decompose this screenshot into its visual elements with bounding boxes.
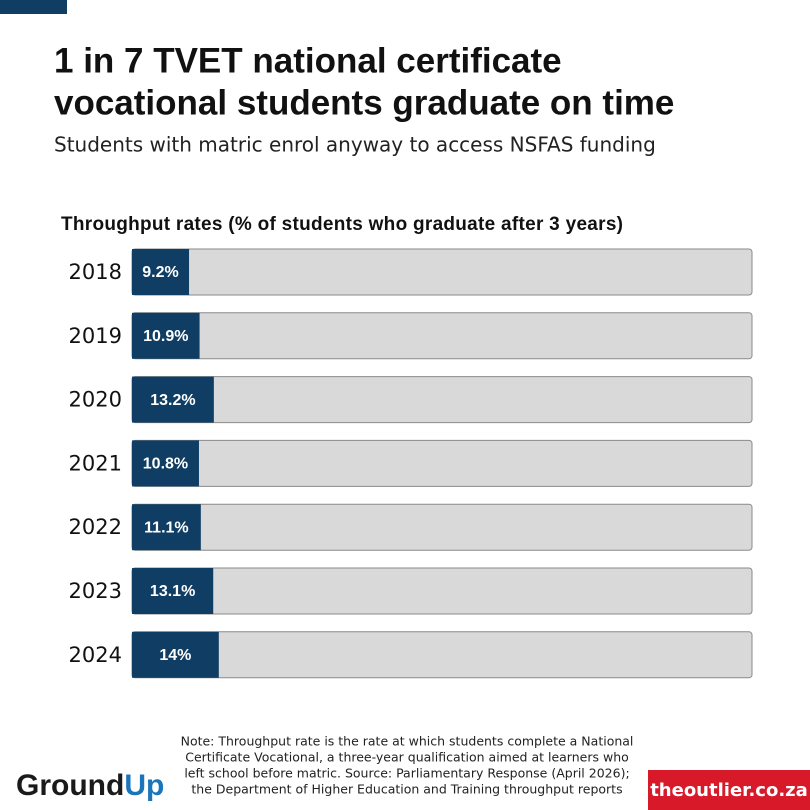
logo-box	[648, 770, 810, 810]
value-label: 11.1%	[144, 519, 188, 536]
y-tick-label: 2018	[69, 260, 122, 284]
value-label: 10.9%	[143, 328, 188, 345]
value-label: 13.1%	[150, 583, 195, 600]
y-tick-label: 2021	[69, 451, 122, 475]
y-tick-label: 2019	[69, 324, 122, 348]
value-label: 10.8%	[143, 456, 188, 473]
logo: theoutlier.co.za	[650, 780, 808, 801]
bar	[132, 249, 190, 295]
logo-part: Up	[124, 769, 164, 802]
bar-track	[131, 248, 753, 296]
y-tick-label: 2022	[69, 515, 122, 539]
bar	[132, 504, 201, 551]
bar-track	[131, 503, 753, 551]
logo-part: Ground	[16, 769, 124, 802]
bar	[132, 631, 219, 678]
bar	[132, 312, 200, 359]
bar-track	[131, 376, 753, 424]
y-tick-label: 2023	[69, 579, 122, 603]
value-label: 9.2%	[142, 264, 178, 281]
bar-track	[131, 567, 753, 615]
bar	[132, 568, 214, 614]
bar	[132, 440, 199, 487]
note-line: the Department of Higher Education and T…	[191, 782, 622, 797]
bar	[132, 376, 214, 423]
y-tick-label: 2020	[69, 388, 122, 412]
note-line: Note: Throughput rate is the rate at whi…	[181, 734, 634, 749]
note-line: Certificate Vocational, a three-year qua…	[185, 750, 629, 765]
axis-label: Throughput rates (% of students who grad…	[61, 214, 623, 235]
logo: GroundUp	[16, 769, 164, 802]
bar-track	[131, 312, 753, 360]
value-label: 13.2%	[150, 392, 195, 409]
chart-title: 1 in 7 TVET national certificate	[54, 41, 562, 80]
bar-track	[131, 439, 753, 487]
bar-track	[131, 631, 753, 679]
y-tick-label: 2024	[69, 643, 122, 667]
top-accent	[0, 0, 67, 14]
chart-subtitle: Students with matric enrol anyway to acc…	[54, 133, 656, 157]
note-line: left school before matric. Source: Parli…	[184, 766, 629, 781]
chart-title: vocational students graduate on time	[54, 83, 674, 122]
value-label: 14%	[159, 647, 191, 664]
